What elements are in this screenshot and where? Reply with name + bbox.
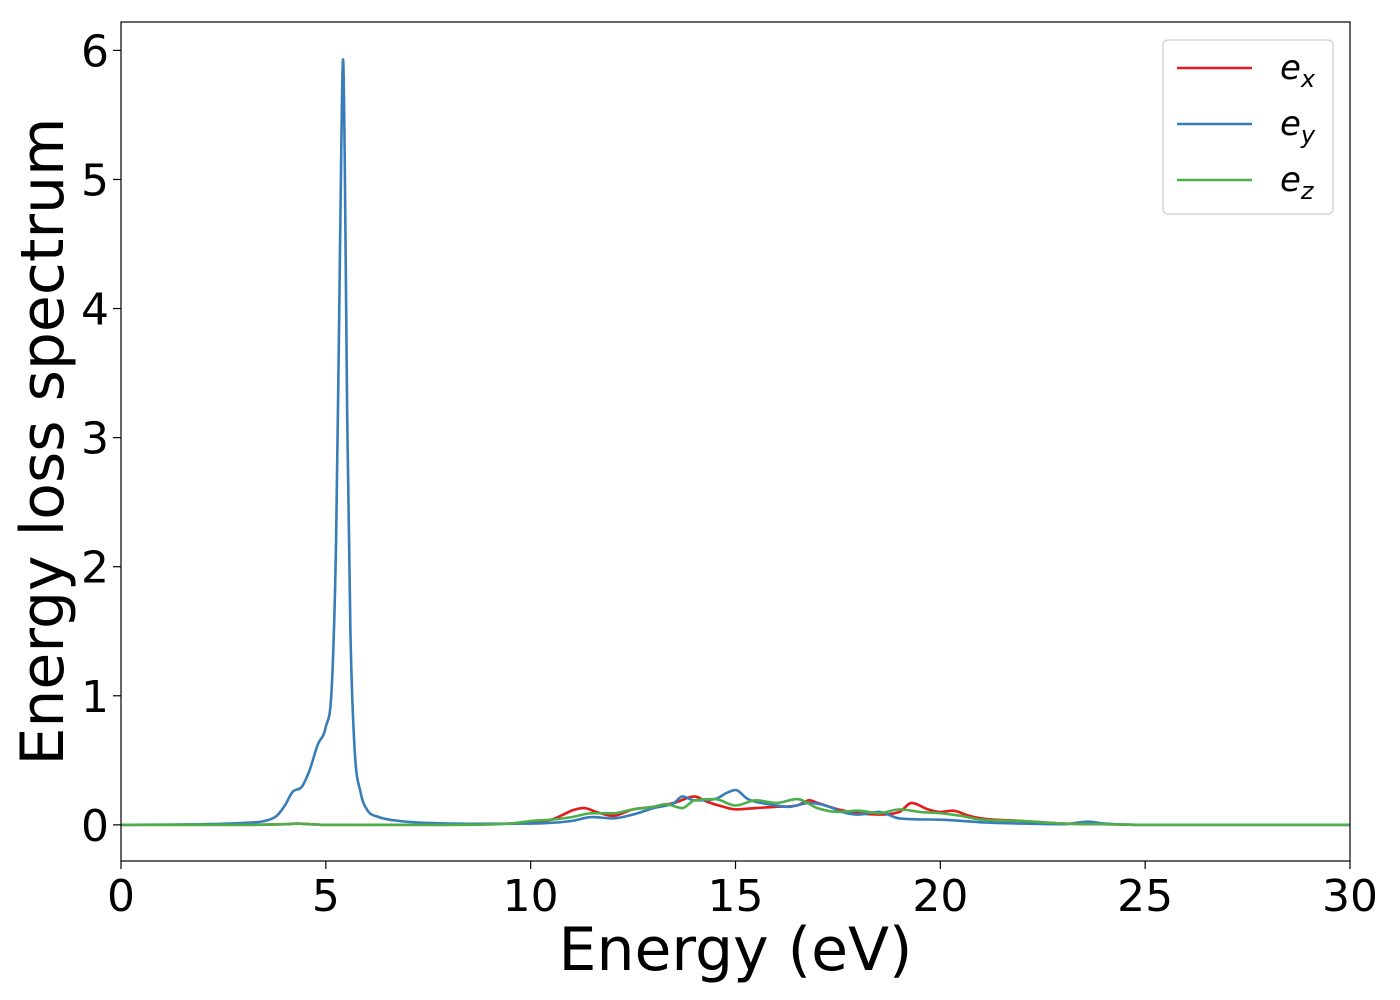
y-tick-label: 6	[81, 26, 109, 77]
y-axis-label: Energy loss spectrum	[8, 117, 78, 765]
y-tick-label: 4	[81, 285, 109, 336]
x-tick-label: 0	[107, 871, 135, 922]
x-axis-label: Energy (eV)	[559, 915, 913, 985]
series-line-z	[121, 797, 1350, 827]
y-tick-label: 2	[81, 543, 109, 594]
y-tick-label: 0	[81, 801, 109, 852]
x-tick-label: 25	[1117, 871, 1173, 922]
series-layer	[121, 58, 1350, 827]
x-tick-label: 30	[1322, 871, 1378, 922]
legend-label-y: ey	[1280, 104, 1316, 149]
legend-label-z: ez	[1280, 160, 1315, 205]
x-tick-label: 5	[312, 871, 340, 922]
ticks-layer: 0 5 10 15 20 25 30 0 1 2 3 4 5 6	[81, 26, 1378, 922]
legend-box	[1162, 39, 1334, 215]
y-tick-label: 1	[81, 672, 109, 723]
x-tick-label: 15	[708, 871, 764, 922]
legend: ex ey ez	[1162, 39, 1334, 215]
legend-label-x: ex	[1280, 48, 1316, 93]
x-tick-label: 10	[503, 871, 559, 922]
series-line-x	[121, 795, 1350, 827]
y-tick-label: 3	[81, 414, 109, 465]
y-tick-label: 5	[81, 155, 109, 206]
x-tick-label: 20	[912, 871, 968, 922]
